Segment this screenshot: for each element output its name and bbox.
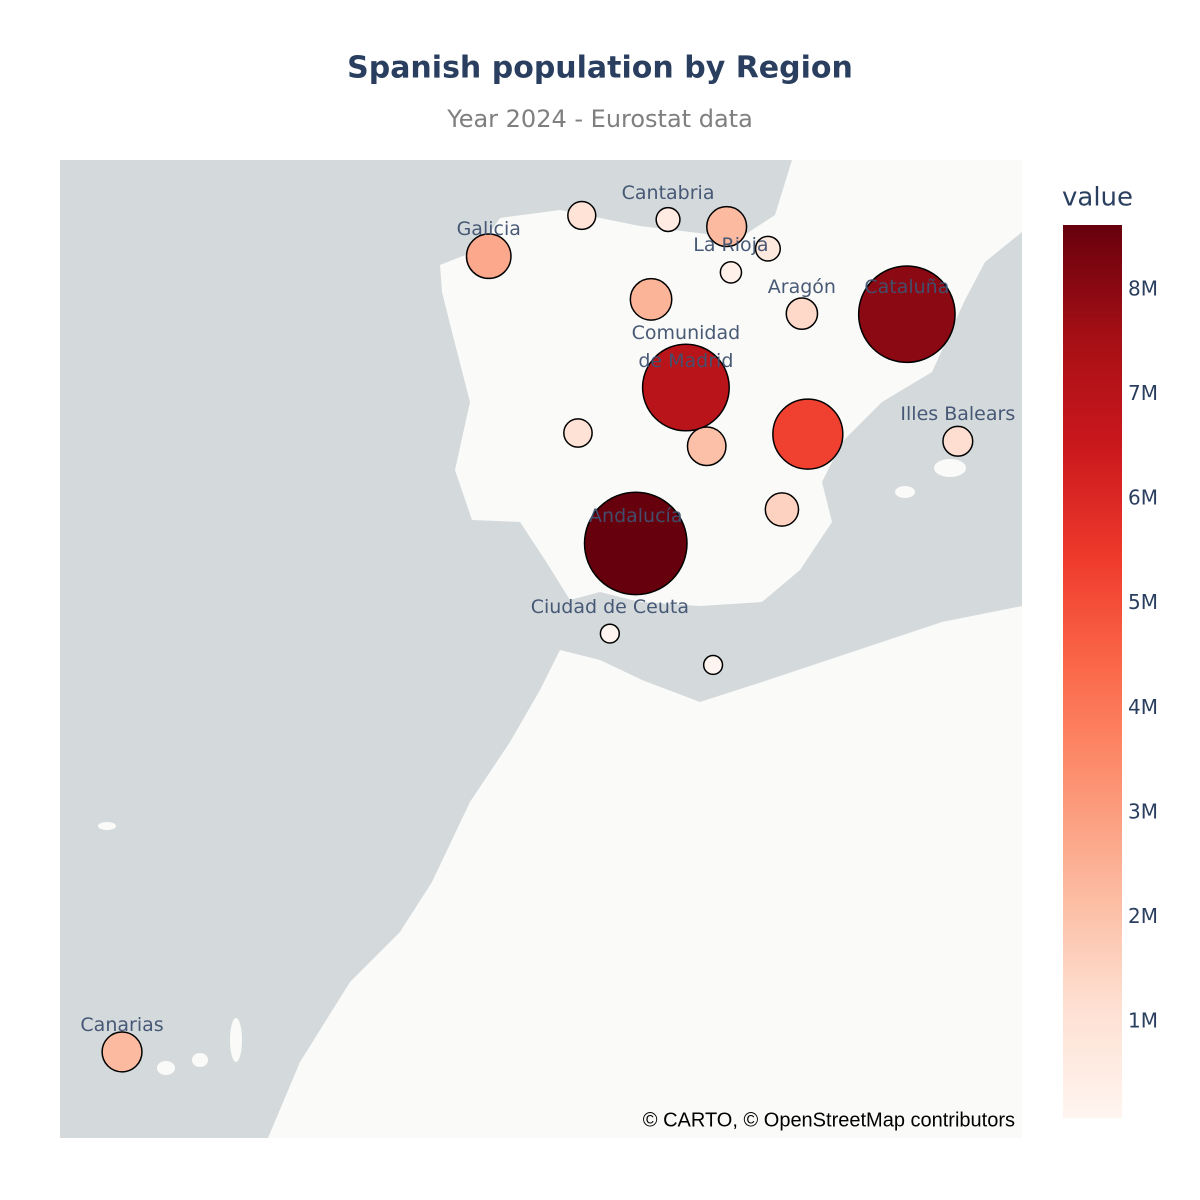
colorbar-tick-label: 7M xyxy=(1128,381,1158,405)
region-label: Aragón xyxy=(767,275,836,298)
region-bubble xyxy=(599,623,620,644)
region-bubble xyxy=(101,1031,143,1073)
island xyxy=(895,486,915,498)
island xyxy=(192,1053,208,1067)
region-bubble xyxy=(857,265,956,364)
region-label: Galicia xyxy=(456,218,521,241)
region-bubble xyxy=(942,425,974,457)
colorbar xyxy=(1063,225,1122,1118)
region-label: Illes Balears xyxy=(900,403,1016,426)
colorbar-tick-label: 3M xyxy=(1128,799,1158,823)
chart-subtitle: Year 2024 - Eurostat data xyxy=(446,105,753,133)
island xyxy=(157,1061,175,1075)
colorbar-tick-label: 2M xyxy=(1128,904,1158,928)
region-bubble xyxy=(706,205,748,248)
region-bubble xyxy=(719,261,743,284)
colorbar-title: value xyxy=(1062,183,1133,213)
island xyxy=(98,822,116,830)
basemap xyxy=(60,160,1022,1138)
colorbar-tick-label: 8M xyxy=(1128,276,1158,300)
island xyxy=(934,459,966,477)
region-label: Cantabria xyxy=(621,181,715,204)
points xyxy=(101,200,974,1073)
region-bubble xyxy=(702,654,724,676)
region-bubble xyxy=(641,343,730,432)
europe-land xyxy=(440,160,1022,606)
africa-land xyxy=(268,606,1022,1138)
colorbar-tick-label: 6M xyxy=(1128,486,1158,510)
region-bubble xyxy=(629,277,673,321)
region-bubble xyxy=(583,491,688,596)
region-bubble xyxy=(567,200,597,231)
colorbar-tick-label: 5M xyxy=(1128,590,1158,614)
region-bubble xyxy=(764,492,800,527)
chart-title: Spanish population by Region xyxy=(347,51,853,86)
attribution: © CARTO, © OpenStreetMap contributors xyxy=(643,1109,1015,1131)
region-label: Ciudad de Ceuta xyxy=(530,595,689,618)
region-bubble xyxy=(785,297,819,330)
colorbar-tick-label: 1M xyxy=(1128,1009,1158,1033)
region-label: Comunidad de Madrid xyxy=(631,321,741,372)
region-bubble xyxy=(563,418,593,448)
colorbar-tick-label: 4M xyxy=(1128,695,1158,719)
region-bubble xyxy=(465,233,512,280)
region-label: Canarias xyxy=(80,1013,164,1036)
region-bubble xyxy=(686,426,727,467)
region-bubble xyxy=(655,206,681,233)
island xyxy=(230,1018,242,1062)
region-label: La Rioja xyxy=(693,234,769,257)
region-label: Cataluña xyxy=(864,276,950,299)
region-label: Andalucía xyxy=(589,505,683,528)
region-bubble xyxy=(772,398,844,470)
region-bubble xyxy=(754,235,781,262)
